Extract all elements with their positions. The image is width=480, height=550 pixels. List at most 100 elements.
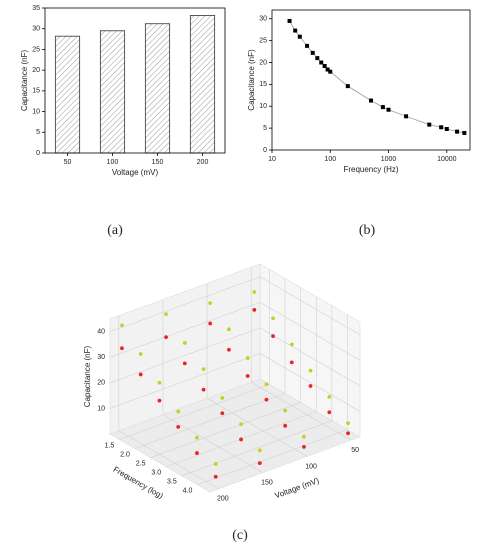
point	[239, 422, 243, 427]
point	[157, 398, 162, 403]
point	[386, 107, 391, 112]
point	[138, 372, 143, 377]
y-tick-label: 4.0	[183, 488, 193, 495]
point	[289, 342, 294, 347]
point	[164, 335, 168, 340]
point	[293, 28, 298, 33]
grid-line	[119, 384, 270, 440]
x-tick-label: 100	[305, 463, 317, 470]
point	[315, 56, 320, 61]
y-tick-label: 10	[259, 103, 267, 110]
y-axis-label: Capacitance (nF)	[20, 49, 29, 111]
grid-line	[118, 430, 219, 490]
point	[271, 334, 275, 339]
point	[264, 397, 269, 402]
x-tick-label: 150	[152, 159, 164, 166]
x-tick-label: 50	[64, 159, 72, 166]
z-tick-label: 30	[97, 354, 105, 361]
point	[227, 347, 231, 352]
point	[252, 308, 257, 312]
point	[308, 384, 313, 388]
point	[271, 316, 275, 321]
grid-line	[181, 420, 332, 476]
point	[201, 367, 206, 372]
point	[220, 411, 225, 416]
grid-line	[259, 302, 361, 361]
y-tick-label: 5	[263, 125, 267, 132]
y-tick-label: 25	[259, 37, 267, 44]
point	[195, 435, 199, 440]
z-axis-label: Capacitance (nF)	[83, 345, 92, 407]
point	[283, 423, 288, 428]
point	[157, 380, 162, 385]
point	[182, 341, 187, 345]
panel-label: (a)	[107, 223, 123, 238]
point	[252, 290, 257, 294]
grid-line	[109, 302, 261, 358]
point	[302, 445, 306, 449]
grid-line	[150, 402, 301, 458]
point	[182, 361, 187, 366]
y-tick-label: 20	[32, 67, 40, 74]
point	[427, 122, 432, 127]
point	[164, 312, 168, 317]
point	[404, 114, 409, 119]
grid-line	[109, 353, 261, 409]
point	[455, 129, 460, 134]
point	[257, 448, 262, 453]
point	[380, 105, 385, 110]
point	[327, 394, 332, 399]
point	[239, 437, 243, 442]
y-tick-label: 30	[32, 26, 40, 33]
point	[287, 18, 292, 23]
point	[201, 387, 206, 392]
x-tick-label: 150	[261, 479, 273, 486]
x-tick-label: 100	[107, 159, 119, 166]
point	[305, 43, 310, 48]
point	[227, 327, 231, 332]
plot-frame	[44, 7, 226, 154]
y-tick-label: 5	[36, 129, 40, 136]
fit-line	[289, 20, 465, 134]
x-tick-label: 10000	[437, 156, 457, 163]
y-tick-label: 25	[32, 46, 40, 53]
z-tick-label: 20	[97, 380, 105, 387]
y-tick-label: 0	[36, 150, 40, 157]
y-tick-label: 0	[263, 147, 267, 154]
point	[346, 421, 350, 425]
grid-line	[109, 327, 261, 384]
point	[208, 321, 213, 326]
point	[444, 127, 449, 131]
point	[346, 431, 350, 436]
point	[328, 69, 333, 74]
y-tick-label: 20	[259, 59, 267, 66]
point	[439, 125, 444, 130]
grid-line	[206, 398, 308, 457]
point	[120, 323, 124, 328]
grid-line	[197, 429, 348, 486]
x-tick-label: 50	[351, 447, 359, 454]
y-tick-label: 10	[32, 108, 40, 115]
y-tick-label: 3.5	[167, 479, 177, 486]
point	[369, 98, 373, 103]
point	[289, 360, 294, 365]
x-tick-label: 10	[268, 156, 276, 163]
y-axis-label: Capacitance (nF)	[247, 49, 256, 111]
point	[302, 434, 306, 439]
point	[310, 50, 315, 55]
point	[345, 84, 350, 89]
plot-frame	[271, 9, 471, 151]
point	[245, 356, 250, 360]
x-tick-label: 100	[324, 156, 336, 163]
point	[138, 352, 143, 356]
point	[308, 368, 313, 373]
y-tick-label: 3.0	[151, 469, 161, 476]
grid-line	[259, 353, 361, 412]
point	[176, 424, 181, 429]
bar	[54, 35, 81, 154]
point	[327, 410, 332, 415]
point	[322, 64, 327, 68]
point	[176, 409, 181, 414]
panel-label: (c)	[232, 528, 248, 543]
